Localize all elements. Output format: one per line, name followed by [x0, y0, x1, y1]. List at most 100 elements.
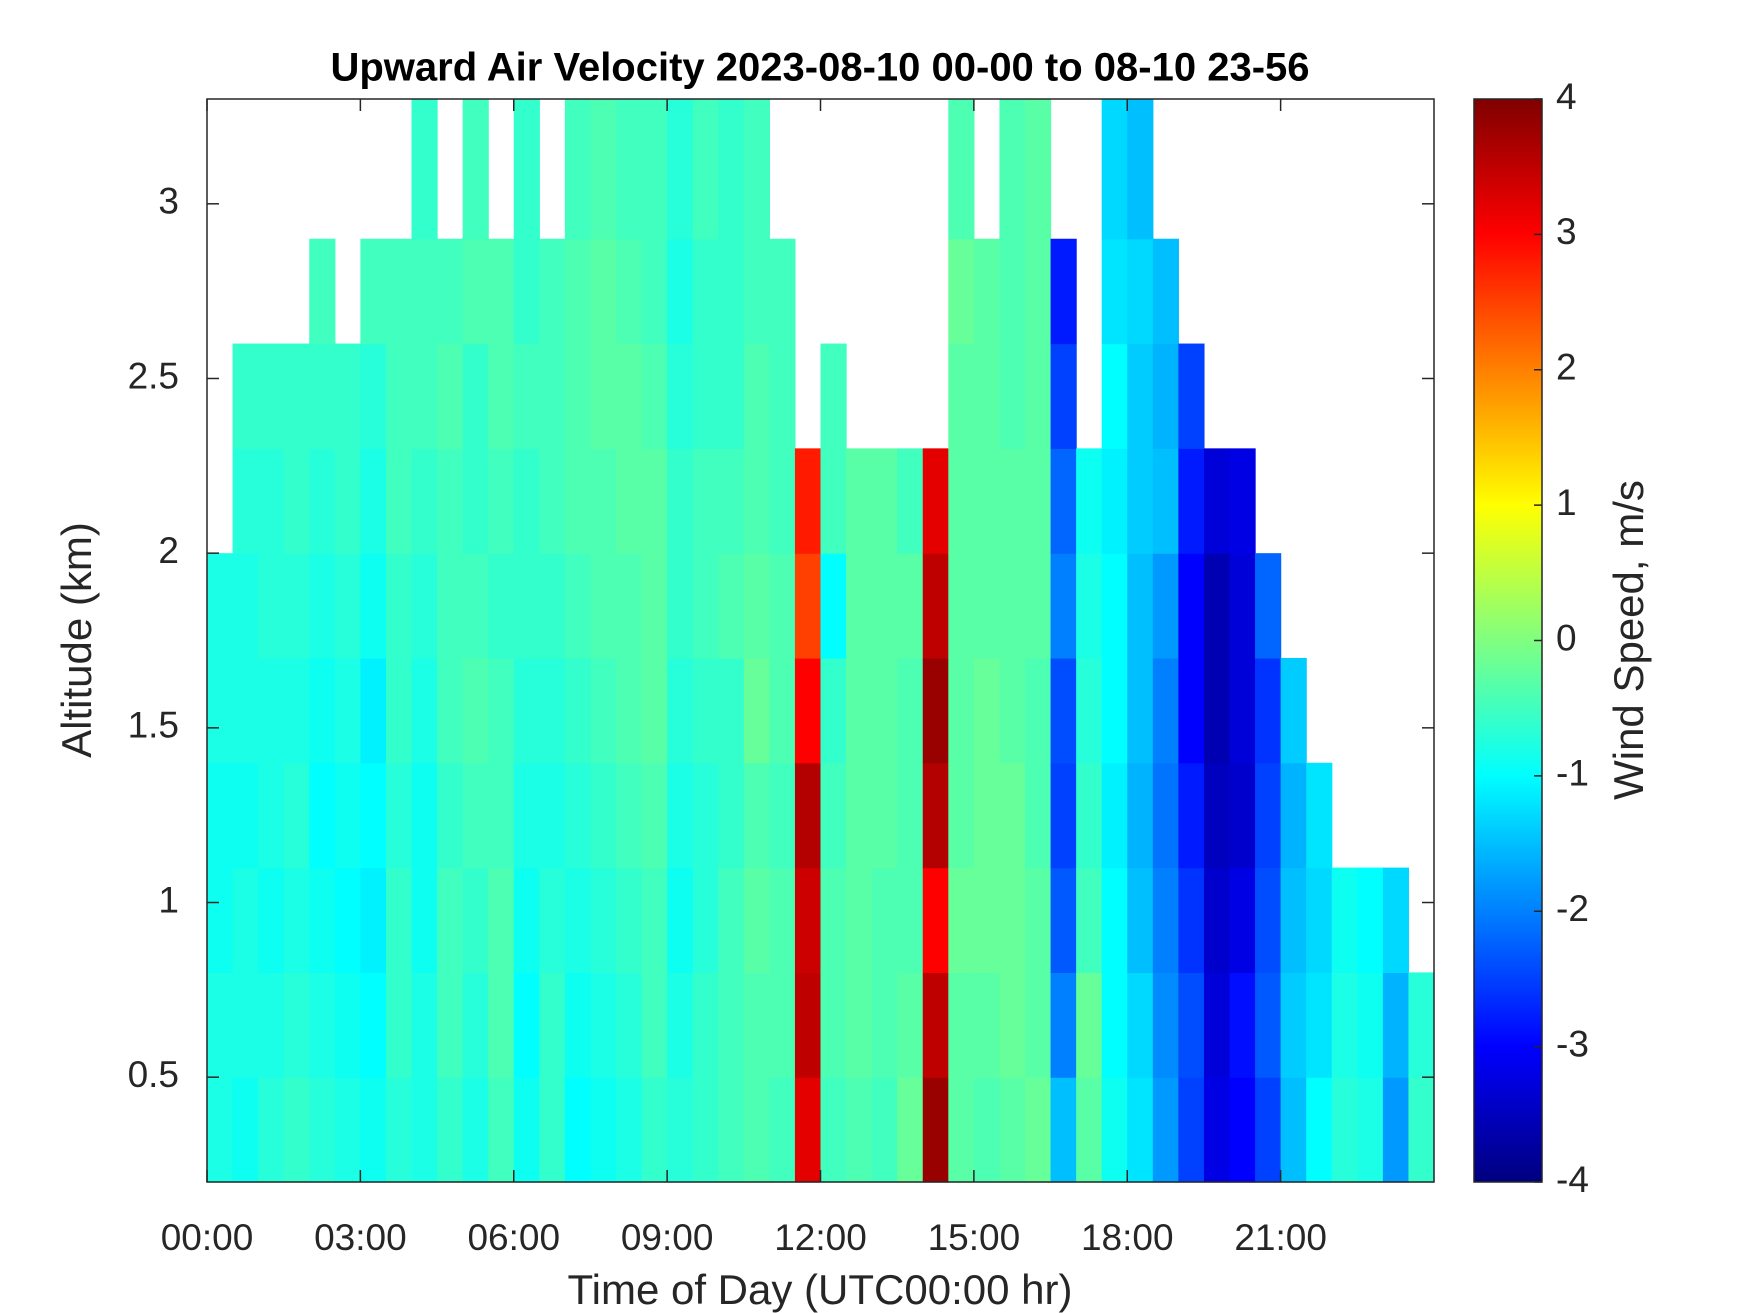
heatmap-cell	[462, 99, 489, 240]
heatmap-cell	[1025, 657, 1052, 764]
heatmap-cell	[1229, 553, 1256, 659]
heatmap-cell	[360, 448, 387, 554]
heatmap-cell	[360, 343, 387, 449]
heatmap-cell	[641, 238, 668, 345]
heatmap-cell	[616, 553, 643, 659]
heatmap-cell	[1050, 762, 1077, 869]
heatmap-cell	[360, 1077, 387, 1183]
heatmap-cell	[692, 762, 719, 869]
heatmap-cell	[743, 553, 770, 659]
heatmap-cell	[692, 972, 719, 1078]
heatmap-cell	[871, 972, 898, 1078]
heatmap-cell	[232, 343, 259, 449]
heatmap-cell	[437, 762, 464, 869]
heatmap-cell	[334, 867, 361, 973]
heatmap-cell	[1050, 238, 1077, 345]
heatmap-cell	[641, 657, 668, 764]
heatmap-cell	[411, 657, 438, 764]
heatmap-cell	[385, 1077, 413, 1183]
heatmap-cell	[564, 553, 592, 659]
y-tick-label: 2.5	[128, 355, 179, 396]
heatmap-cell	[513, 1077, 540, 1183]
chart-title: Upward Air Velocity 2023-08-10 00-00 to …	[330, 46, 1309, 90]
heatmap-cell	[539, 867, 566, 973]
heatmap-cell	[871, 1077, 898, 1183]
heatmap-cell	[360, 762, 387, 869]
heatmap-cell	[1076, 448, 1103, 554]
heatmap-cell	[769, 657, 796, 764]
heatmap-cell	[258, 1077, 285, 1183]
heatmap-cell	[488, 972, 515, 1078]
heatmap-cell	[641, 972, 668, 1078]
y-tick-label: 0.5	[128, 1054, 179, 1095]
heatmap-cell	[488, 343, 515, 449]
heatmap-cell	[1127, 1077, 1154, 1183]
heatmap-cell	[692, 867, 719, 973]
heatmap-cell	[590, 343, 617, 449]
heatmap-cell	[897, 448, 924, 554]
heatmap-cell	[1178, 762, 1205, 869]
colorbar-tick-label: 0	[1556, 617, 1577, 658]
heatmap-cell	[846, 553, 873, 659]
heatmap-cell	[718, 762, 745, 869]
heatmap-cell	[1255, 867, 1282, 973]
heatmap-cell	[948, 762, 975, 869]
heatmap-cell	[1127, 238, 1154, 345]
heatmap-cell	[564, 1077, 592, 1183]
colorbar-tick-label: 3	[1556, 211, 1577, 252]
heatmap-cell	[232, 762, 259, 869]
heatmap-cell	[539, 553, 566, 659]
heatmap-cell	[1025, 1077, 1052, 1183]
y-axis-label: Altitude (km)	[53, 522, 100, 758]
heatmap-cell	[1280, 867, 1307, 973]
heatmap-cell	[513, 972, 540, 1078]
heatmap-cell	[1101, 1077, 1128, 1183]
x-tick-label: 09:00	[621, 1217, 714, 1258]
heatmap-cell	[922, 762, 949, 869]
heatmap-cell	[1152, 972, 1179, 1078]
heatmap-cell	[1178, 657, 1205, 764]
heatmap-cell	[948, 1077, 975, 1183]
x-tick-label: 15:00	[928, 1217, 1021, 1258]
heatmap-cell	[1101, 448, 1128, 554]
heatmap-cell	[1152, 238, 1179, 345]
heatmap-cell	[1101, 553, 1128, 659]
heatmap-cell	[769, 343, 796, 449]
heatmap-cell	[1357, 972, 1384, 1078]
heatmap-cell	[1382, 867, 1410, 973]
heatmap-cell	[488, 553, 515, 659]
heatmap-cell	[385, 867, 413, 973]
heatmap-cell	[667, 553, 694, 659]
heatmap-cell	[743, 657, 770, 764]
heatmap-cell	[846, 867, 873, 973]
heatmap-cell	[1152, 657, 1179, 764]
heatmap-cell	[718, 1077, 745, 1183]
heatmap-cell	[411, 762, 438, 869]
heatmap-cell	[513, 762, 540, 869]
heatmap-cell	[1050, 343, 1077, 449]
heatmap-cell	[922, 1077, 949, 1183]
heatmap-cell	[794, 867, 822, 973]
heatmap-cell	[437, 553, 464, 659]
heatmap-cell	[385, 657, 413, 764]
heatmap-cell	[1203, 657, 1231, 764]
heatmap-cell	[488, 448, 515, 554]
heatmap-cell	[973, 657, 1001, 764]
heatmap-cell	[488, 762, 515, 869]
heatmap-cell	[692, 657, 719, 764]
heatmap-cell	[922, 972, 949, 1078]
heatmap-cell	[667, 238, 694, 345]
heatmap-cell	[769, 1077, 796, 1183]
heatmap-cell	[283, 343, 310, 449]
heatmap-cell	[232, 553, 259, 659]
heatmap-cell	[1306, 762, 1333, 869]
heatmap-cell	[309, 448, 336, 554]
heatmap-cell	[385, 238, 413, 345]
heatmap-cell	[1050, 553, 1077, 659]
heatmap-cell	[1203, 448, 1231, 554]
heatmap-cell	[1050, 972, 1077, 1078]
heatmap-cell	[897, 657, 924, 764]
colorbar	[1473, 98, 1543, 1183]
heatmap-cell	[309, 553, 336, 659]
heatmap-cell	[1076, 762, 1103, 869]
